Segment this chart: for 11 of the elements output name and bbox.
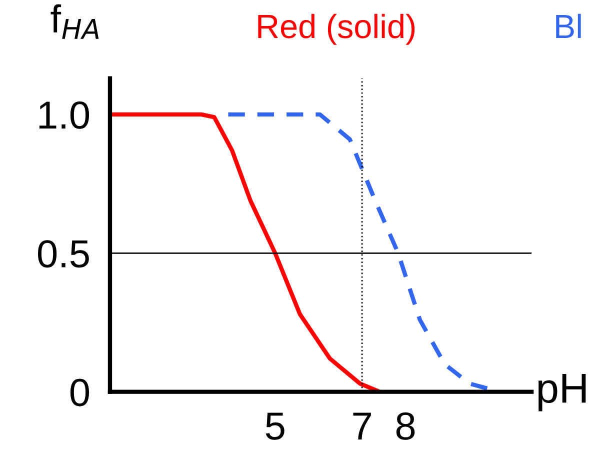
x-tick-label: 5 — [266, 412, 284, 440]
x-axis-title: pH — [538, 374, 586, 412]
x-tick-label: 8 — [396, 412, 415, 440]
y-tick-label: 0.5 — [38, 240, 89, 268]
y-tick-label: 0 — [70, 378, 90, 406]
y-axis-title: f$_{HA}$ — [50, 4, 99, 39]
x-tick-label: 7 — [353, 412, 371, 440]
line-series — [110, 112, 382, 392]
text: Red (solid) — [258, 14, 415, 45]
text: Bl — [556, 14, 581, 38]
y-tick-label: 1.0 — [39, 101, 90, 129]
